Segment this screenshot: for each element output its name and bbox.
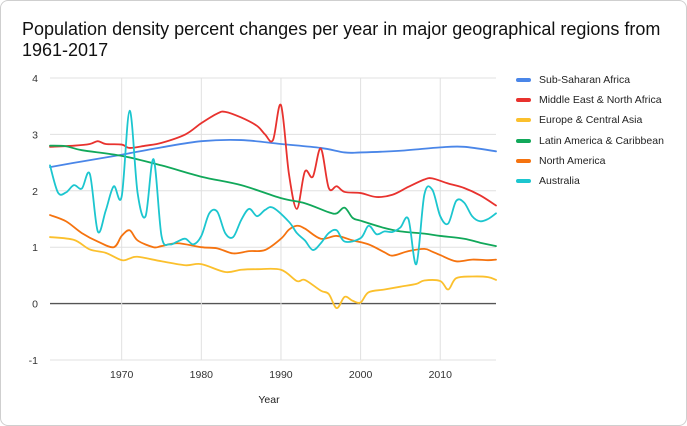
legend-item-sub-saharan-africa: Sub-Saharan Africa — [516, 70, 686, 90]
series-lines — [49, 103, 497, 310]
legend-item-north-america: North America — [516, 151, 686, 171]
series-line-middle-east-and-north-africa — [49, 103, 497, 210]
y-tick-label: 1 — [32, 242, 38, 254]
legend-item-australia: Australia — [516, 171, 686, 191]
legend-label: Sub-Saharan Africa — [539, 74, 631, 87]
series-line-europe-and-central-asia — [49, 236, 497, 310]
y-tick-label: 2 — [32, 186, 38, 198]
y-tick-label: 3 — [32, 129, 38, 141]
legend-label: North America — [539, 154, 606, 167]
legend-item-europe-and-central-asia: Europe & Central Asia — [516, 110, 686, 130]
legend-swatch — [516, 78, 531, 83]
x-tick-labels: 1970 1980 1990 2000 2010 — [110, 369, 452, 381]
legend-label: Europe & Central Asia — [539, 114, 643, 127]
series-line-latin-america-and-caribbean — [49, 144, 497, 247]
legend-swatch — [516, 118, 531, 123]
legend-item-middle-east-and-north-africa: Middle East & North Africa — [516, 90, 686, 110]
x-tick-label: 2000 — [349, 369, 373, 381]
x-axis-label: Year — [258, 394, 280, 406]
legend-swatch — [516, 179, 531, 184]
legend-item-latin-america-and-caribbean: Latin America & Caribbean — [516, 131, 686, 151]
x-tick-label: 1980 — [190, 369, 214, 381]
series-line-australia — [49, 109, 497, 266]
y-tick-label: 0 — [32, 299, 38, 311]
legend-label: Latin America & Caribbean — [539, 134, 664, 147]
x-tick-label: 2010 — [429, 369, 453, 381]
chart-title: Population density percent changes per y… — [22, 19, 661, 60]
series-line-north-america — [49, 214, 497, 263]
y-tick-label: -1 — [29, 355, 38, 367]
y-tick-label: 4 — [32, 73, 38, 85]
legend-label: Middle East & North Africa — [539, 94, 662, 107]
legend-swatch — [516, 138, 531, 143]
legend-swatch — [516, 98, 531, 103]
legend-label: Australia — [539, 175, 580, 188]
legend: Sub-Saharan Africa Middle East & North Af… — [516, 70, 686, 191]
legend-swatch — [516, 158, 531, 163]
grid-lines — [50, 77, 496, 361]
x-tick-label: 1990 — [269, 369, 293, 381]
y-tick-labels: -1 0 1 2 3 4 — [29, 73, 39, 367]
x-tick-label: 1970 — [110, 369, 134, 381]
